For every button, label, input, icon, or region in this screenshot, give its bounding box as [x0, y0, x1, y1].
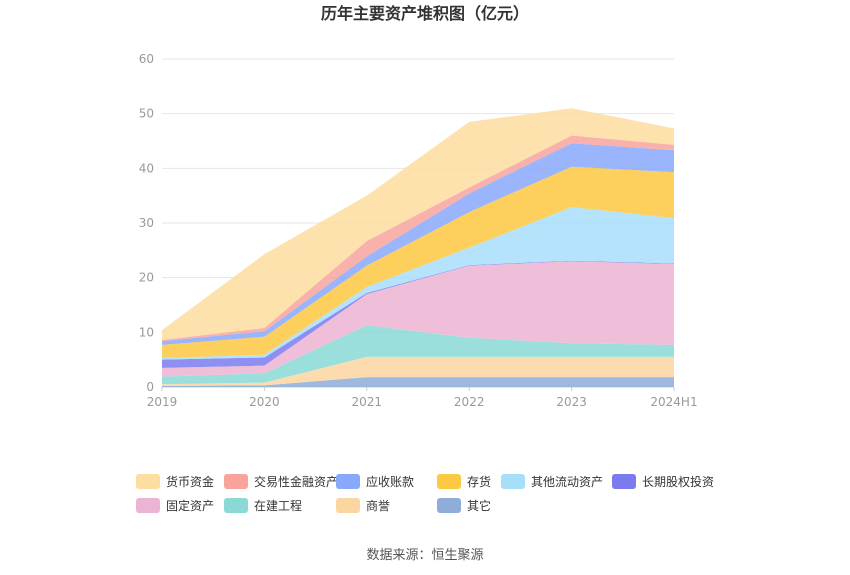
- legend-item[interactable]: 在建工程: [224, 498, 302, 513]
- y-tick-label: 50: [139, 107, 154, 121]
- legend-item[interactable]: 其他流动资产: [501, 474, 603, 489]
- legend-item[interactable]: 其它: [437, 498, 491, 513]
- legend-label: 长期股权投资: [642, 474, 714, 489]
- legend-swatch: [136, 474, 160, 489]
- legend-label: 应收账款: [366, 474, 414, 489]
- area-series-group: [162, 108, 674, 387]
- y-tick-label: 10: [139, 325, 154, 339]
- y-tick-label: 30: [139, 216, 154, 230]
- y-tick-label: 0: [146, 380, 154, 394]
- area-series-应收账款: [162, 143, 674, 345]
- x-tick-label: 2021: [352, 395, 383, 409]
- area-series-其它: [162, 377, 674, 387]
- legend-swatch: [612, 474, 636, 489]
- area-series-其他流动资产: [162, 207, 674, 360]
- area-series-在建工程: [162, 325, 674, 385]
- legend-item[interactable]: 固定资产: [136, 498, 214, 513]
- x-tick-label: 2024H1: [650, 395, 697, 409]
- x-axis: 2019 2020 2021 2022 2023 2024H1: [147, 387, 698, 409]
- legend-item[interactable]: 商誉: [336, 498, 390, 513]
- x-tick-label: 2022: [454, 395, 485, 409]
- area-series-商誉: [162, 356, 674, 386]
- x-tick-label: 2019: [147, 395, 178, 409]
- legend-label: 在建工程: [254, 498, 302, 513]
- legend-label: 其他流动资产: [531, 475, 603, 489]
- legend-swatch: [437, 474, 461, 489]
- legend-swatch: [437, 498, 461, 513]
- legend-swatch: [224, 498, 248, 513]
- x-tick-label: 2020: [249, 395, 280, 409]
- legend-item[interactable]: 应收账款: [336, 474, 414, 489]
- legend-swatch: [224, 474, 248, 489]
- area-series-固定资产: [162, 261, 674, 377]
- chart-title: 历年主要资产堆积图（亿元）: [321, 4, 529, 23]
- legend-swatch: [501, 474, 525, 489]
- legend-label: 交易性金融资产: [254, 474, 338, 489]
- legend-label: 货币资金: [166, 474, 214, 489]
- x-tick-label: 2023: [556, 395, 587, 409]
- area-series-存货: [162, 166, 674, 359]
- data-source-label: 数据来源：恒生聚源: [366, 548, 483, 563]
- legend-item[interactable]: 货币资金: [136, 474, 214, 489]
- legend-label: 商誉: [366, 498, 390, 513]
- area-series-货币资金: [162, 108, 674, 340]
- legend-label: 存货: [467, 474, 491, 489]
- legend-item[interactable]: 存货: [437, 474, 491, 489]
- legend-swatch: [336, 474, 360, 489]
- legend-swatch: [136, 498, 160, 513]
- y-tick-label: 60: [139, 52, 154, 66]
- y-tick-label: 40: [139, 161, 154, 175]
- legend-swatch: [336, 498, 360, 513]
- legend-label: 其它: [467, 498, 491, 513]
- legend-item[interactable]: 交易性金融资产: [224, 474, 338, 489]
- y-axis: 0 10 20 30 40 50 60: [139, 52, 154, 394]
- legend-item[interactable]: 长期股权投资: [612, 474, 714, 489]
- y-tick-label: 20: [139, 271, 154, 285]
- legend-label: 固定资产: [166, 498, 214, 513]
